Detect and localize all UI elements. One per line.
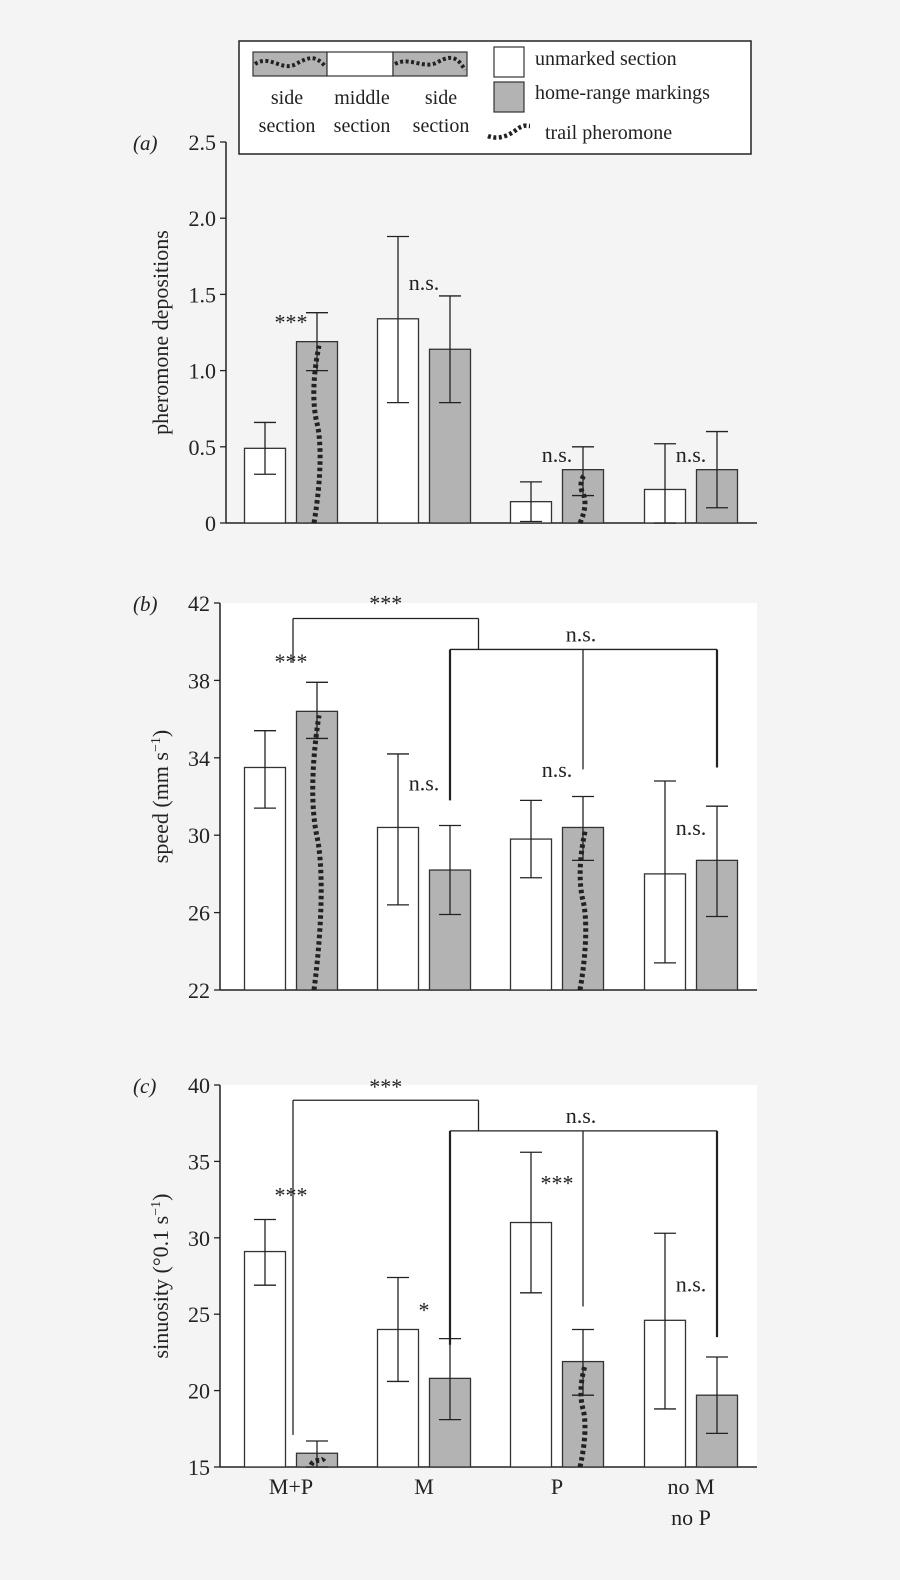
- legend-swatch-trail: [487, 123, 531, 140]
- significance-label: n.s.: [676, 1271, 707, 1296]
- y-tick-label: 20: [188, 1379, 210, 1404]
- significance-label: ***: [275, 649, 308, 674]
- significance-label: ***: [275, 309, 308, 334]
- y-axis-label: speed (mm s−1): [148, 730, 173, 863]
- bar-unmarked: [243, 1250, 287, 1468]
- y-axis-label: pheromone depositions: [148, 230, 173, 435]
- legend-middle-label-bottom: section: [334, 115, 391, 137]
- y-axis-label: sinuosity (°0.1 s−1): [148, 1194, 173, 1359]
- trail-pheromone-line: [577, 1364, 588, 1468]
- legend-label-homerange: home-range markings: [535, 82, 710, 104]
- panel-label: (a): [133, 131, 158, 155]
- legend: side section middle section side section…: [238, 40, 752, 155]
- y-tick-label: 2.0: [189, 206, 217, 231]
- x-category-label: no M: [667, 1474, 714, 1499]
- legend-side-label-top-right: side: [425, 87, 457, 109]
- y-tick-label: 42: [188, 591, 210, 616]
- y-tick-label: 34: [188, 746, 210, 771]
- y-tick-label: 30: [188, 823, 210, 848]
- panel-label: (c): [133, 1074, 156, 1098]
- legend-label-trail: trail pheromone: [545, 122, 672, 144]
- y-tick-label: 2.5: [189, 130, 217, 155]
- panel-1: 0 0.5 1.0 1.5 2.0 2.5 (a) pheromone depositions…: [133, 130, 757, 536]
- significance-label: n.s.: [542, 442, 573, 467]
- y-tick-label: 0.5: [189, 435, 217, 460]
- bracket-label: n.s.: [566, 622, 597, 647]
- y-tick-label: 40: [188, 1073, 210, 1098]
- x-category-label: no P: [671, 1505, 711, 1530]
- bracket-label: ***: [369, 1074, 402, 1099]
- y-tick-label: 0: [205, 511, 216, 536]
- x-category-label: P: [551, 1474, 563, 1499]
- panels: 0 0.5 1.0 1.5 2.0 2.5 (a) pheromone depositions…: [133, 130, 757, 1530]
- y-axis-label-superscript: −1: [149, 1201, 164, 1216]
- y-tick-label: 30: [188, 1226, 210, 1251]
- panel-label: (b): [133, 592, 158, 616]
- legend-middle-section: [326, 51, 394, 77]
- y-axis-label-end: ): [148, 1194, 173, 1201]
- legend-side-label-bottom-right: section: [413, 115, 470, 137]
- y-tick-label: 22: [188, 978, 210, 1003]
- legend-side-section-left: [252, 51, 328, 77]
- panel-2: 22 26 30 34 38 42 (b) speed (mm s−1) *** n.s. n.s.…: [133, 591, 757, 1003]
- legend-trail-wave-right: [394, 55, 467, 72]
- y-tick-label: 26: [188, 901, 210, 926]
- bracket-label: ***: [369, 591, 402, 616]
- y-tick-label: 38: [188, 668, 210, 693]
- y-axis-label-end: ): [148, 730, 173, 737]
- legend-side-label-bottom-left: section: [259, 115, 316, 137]
- legend-side-label-top-left: side: [271, 87, 303, 109]
- significance-label: ***: [541, 1170, 574, 1195]
- bar-unmarked: [376, 1328, 420, 1468]
- x-category-label: M: [414, 1474, 434, 1499]
- significance-label: n.s.: [542, 757, 573, 782]
- y-axis-label-superscript: −1: [149, 737, 164, 752]
- trail-pheromone-line: [308, 1456, 327, 1467]
- y-tick-label: 35: [188, 1149, 210, 1174]
- y-tick-label: 25: [188, 1302, 210, 1327]
- significance-label: n.s.: [676, 442, 707, 467]
- significance-label: n.s.: [676, 815, 707, 840]
- trail-pheromone-line: [577, 830, 589, 991]
- y-tick-label: 15: [188, 1455, 210, 1480]
- bracket-label: n.s.: [566, 1103, 597, 1128]
- significance-label: n.s.: [409, 270, 440, 295]
- y-tick-label: 1.5: [189, 282, 217, 307]
- trail-pheromone-line: [310, 714, 324, 991]
- significance-label: *: [419, 1297, 430, 1322]
- significance-label: ***: [275, 1183, 308, 1208]
- legend-swatch-unmarked: [493, 46, 525, 78]
- y-tick-label: 1.0: [189, 359, 217, 384]
- trail-pheromone-line: [311, 345, 323, 524]
- legend-middle-label-top: middle: [334, 87, 390, 109]
- legend-swatch-homerange: [493, 81, 525, 113]
- legend-label-unmarked: unmarked section: [535, 48, 677, 70]
- x-category-label: M+P: [269, 1474, 313, 1499]
- bar-unmarked: [243, 766, 287, 991]
- legend-trail-wave-left: [253, 56, 327, 68]
- significance-label: n.s.: [409, 771, 440, 796]
